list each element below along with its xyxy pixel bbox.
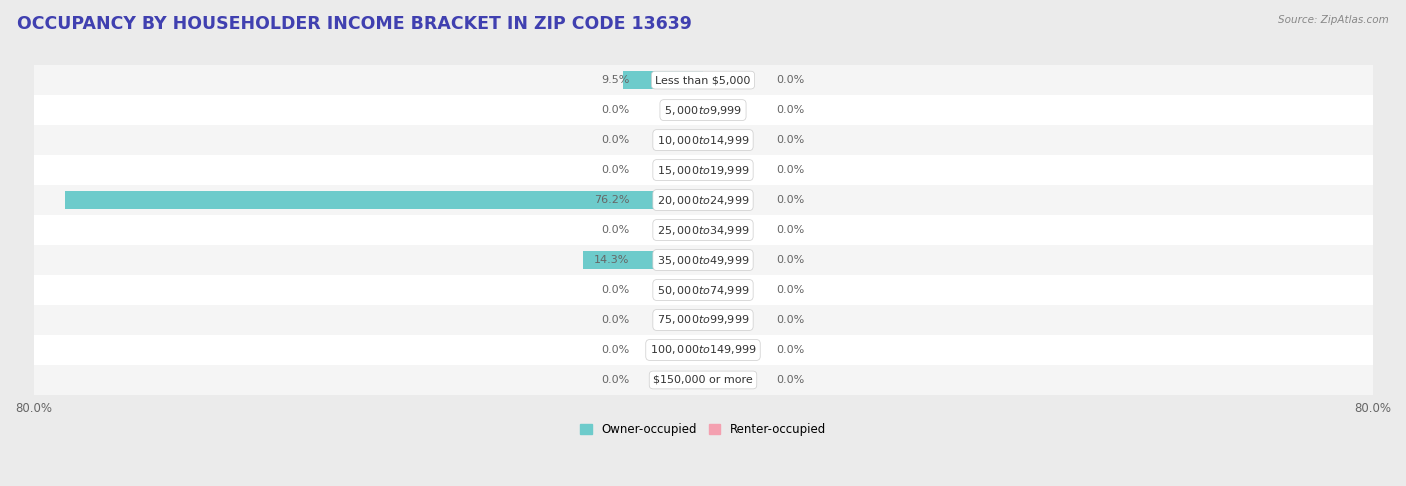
Legend: Owner-occupied, Renter-occupied: Owner-occupied, Renter-occupied: [575, 418, 831, 440]
Text: $25,000 to $34,999: $25,000 to $34,999: [657, 224, 749, 237]
Text: 0.0%: 0.0%: [776, 75, 804, 85]
Bar: [34, 335, 1372, 365]
Text: OCCUPANCY BY HOUSEHOLDER INCOME BRACKET IN ZIP CODE 13639: OCCUPANCY BY HOUSEHOLDER INCOME BRACKET …: [17, 15, 692, 33]
Text: 0.0%: 0.0%: [602, 345, 630, 355]
Text: 0.0%: 0.0%: [776, 135, 804, 145]
Bar: [34, 185, 1372, 215]
Text: $150,000 or more: $150,000 or more: [654, 375, 752, 385]
Text: 0.0%: 0.0%: [602, 105, 630, 115]
Text: $50,000 to $74,999: $50,000 to $74,999: [657, 283, 749, 296]
Text: 0.0%: 0.0%: [776, 345, 804, 355]
Bar: [34, 305, 1372, 335]
Text: 0.0%: 0.0%: [776, 195, 804, 205]
Bar: [34, 65, 1372, 95]
Text: 0.0%: 0.0%: [776, 375, 804, 385]
Text: 76.2%: 76.2%: [593, 195, 630, 205]
Text: 0.0%: 0.0%: [776, 255, 804, 265]
Text: 0.0%: 0.0%: [776, 225, 804, 235]
Text: 0.0%: 0.0%: [776, 105, 804, 115]
Bar: [623, 71, 703, 89]
Text: 0.0%: 0.0%: [602, 285, 630, 295]
Text: $100,000 to $149,999: $100,000 to $149,999: [650, 344, 756, 357]
Text: Source: ZipAtlas.com: Source: ZipAtlas.com: [1278, 15, 1389, 25]
Text: $5,000 to $9,999: $5,000 to $9,999: [664, 104, 742, 117]
Bar: [34, 155, 1372, 185]
Bar: [34, 95, 1372, 125]
Bar: [583, 251, 703, 269]
Text: $20,000 to $24,999: $20,000 to $24,999: [657, 193, 749, 207]
Bar: [34, 275, 1372, 305]
Text: $75,000 to $99,999: $75,000 to $99,999: [657, 313, 749, 327]
Bar: [34, 125, 1372, 155]
Text: 0.0%: 0.0%: [776, 165, 804, 175]
Text: 0.0%: 0.0%: [602, 135, 630, 145]
Text: 0.0%: 0.0%: [602, 225, 630, 235]
Text: 0.0%: 0.0%: [776, 285, 804, 295]
Text: 9.5%: 9.5%: [600, 75, 630, 85]
Text: $35,000 to $49,999: $35,000 to $49,999: [657, 254, 749, 266]
Bar: [34, 365, 1372, 395]
Text: $15,000 to $19,999: $15,000 to $19,999: [657, 164, 749, 176]
Bar: [34, 245, 1372, 275]
Text: 0.0%: 0.0%: [776, 315, 804, 325]
Bar: [65, 191, 703, 209]
Text: 0.0%: 0.0%: [602, 315, 630, 325]
Text: $10,000 to $14,999: $10,000 to $14,999: [657, 134, 749, 147]
Text: 0.0%: 0.0%: [602, 375, 630, 385]
Text: Less than $5,000: Less than $5,000: [655, 75, 751, 85]
Bar: [34, 215, 1372, 245]
Text: 14.3%: 14.3%: [593, 255, 630, 265]
Text: 0.0%: 0.0%: [602, 165, 630, 175]
